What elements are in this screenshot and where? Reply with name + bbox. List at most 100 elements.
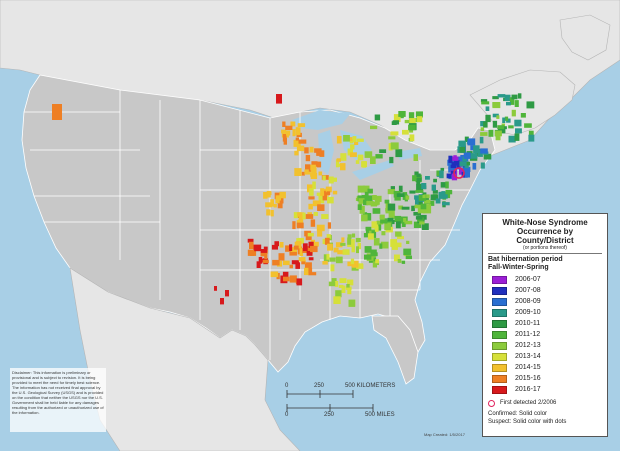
legend-title: White-Nose Syndrome xyxy=(502,218,588,227)
scale-km-250: 250 xyxy=(314,383,325,389)
county-patch xyxy=(264,253,268,260)
county-patch xyxy=(282,121,286,127)
county-patch xyxy=(294,168,302,176)
county-patch xyxy=(347,288,352,295)
county-patch xyxy=(326,253,330,260)
county-patch xyxy=(361,195,369,201)
county-patch xyxy=(387,217,394,222)
county-patch xyxy=(282,271,289,280)
county-patch xyxy=(356,263,364,267)
legend-label: 2014-15 xyxy=(515,364,541,371)
legend-heading: Bat hibernation period xyxy=(488,253,602,264)
county-patch xyxy=(351,246,356,253)
legend-label: 2011-12 xyxy=(515,331,541,338)
county-patch xyxy=(363,233,372,238)
legend-note: (or portions thereof) xyxy=(523,245,567,251)
county-patch xyxy=(295,262,301,269)
county-patch xyxy=(405,255,412,260)
county-patch xyxy=(296,278,303,286)
county-patch xyxy=(337,163,342,167)
county-patch xyxy=(313,212,318,216)
county-patch xyxy=(327,243,333,251)
county-patch xyxy=(379,149,387,153)
county-patch xyxy=(445,181,449,189)
county-patch xyxy=(480,99,488,103)
county-patch xyxy=(398,185,403,193)
county-patch xyxy=(428,200,435,206)
county-patch xyxy=(322,261,328,265)
county-patch xyxy=(388,210,395,218)
legend-row: 2006-07 xyxy=(492,274,602,285)
county-patch xyxy=(318,171,323,176)
county-patch xyxy=(514,100,519,107)
county-patch xyxy=(352,136,357,143)
county-patch xyxy=(398,111,406,117)
legend-swatch xyxy=(492,275,507,284)
legend-row: 2010-11 xyxy=(492,318,602,329)
first-detected-marker xyxy=(453,167,465,179)
county-patch xyxy=(306,250,313,256)
county-patch xyxy=(395,149,403,158)
county-patch xyxy=(304,267,309,276)
lake-erie xyxy=(352,160,394,180)
county-patch xyxy=(335,290,342,298)
county-patch xyxy=(335,256,343,264)
county-patch xyxy=(340,153,347,161)
county-patch xyxy=(291,247,298,256)
county-patch xyxy=(388,136,396,140)
scale-bar: 0 250 500 KILOMETERS 0 250 500 MILES xyxy=(283,383,395,420)
county-patch xyxy=(317,204,325,211)
county-patch xyxy=(517,93,522,99)
county-patch xyxy=(364,246,372,253)
county-patch xyxy=(301,171,305,176)
county-patch xyxy=(515,128,522,134)
county-patch xyxy=(370,125,378,130)
county-patch xyxy=(316,224,325,232)
county-patch xyxy=(413,212,421,216)
county-patch xyxy=(436,170,442,177)
county-patch xyxy=(370,201,377,207)
county-patch xyxy=(439,170,444,179)
legend-first-detected: First detected 2/2006 xyxy=(488,399,602,407)
county-patch xyxy=(401,206,410,210)
county-patch xyxy=(485,114,491,123)
county-patch xyxy=(328,176,334,184)
county-patch xyxy=(340,242,346,246)
county-patch xyxy=(357,204,362,210)
county-patch xyxy=(438,191,445,199)
county-patch xyxy=(380,241,389,249)
county-patch xyxy=(440,167,445,171)
county-patch xyxy=(348,299,356,307)
legend-swatch xyxy=(492,330,507,339)
county-patch xyxy=(305,236,312,241)
county-patch xyxy=(267,191,272,196)
legend-label: 2016-17 xyxy=(515,386,541,393)
county-patch xyxy=(327,196,334,204)
county-patch xyxy=(381,231,386,236)
county-patch xyxy=(402,129,409,135)
legend-row: 2009-10 xyxy=(492,307,602,318)
county-patch xyxy=(220,298,224,305)
county-patch xyxy=(481,101,490,105)
county-patch xyxy=(225,290,229,297)
county-patch xyxy=(384,199,390,204)
county-patch xyxy=(451,173,458,181)
ring-icon xyxy=(488,399,495,407)
county-patch xyxy=(488,129,494,137)
county-patch xyxy=(260,249,268,253)
county-patch xyxy=(415,189,424,193)
legend-label: 2012-13 xyxy=(515,342,541,349)
county-patch xyxy=(391,215,396,219)
county-patch xyxy=(417,177,422,182)
county-patch xyxy=(298,139,307,144)
county-patch xyxy=(374,226,379,232)
county-patch xyxy=(417,116,423,123)
county-patch xyxy=(397,236,404,240)
county-patch xyxy=(393,114,401,122)
county-patch xyxy=(495,136,501,141)
county-patch xyxy=(272,259,280,266)
county-patch xyxy=(397,259,402,263)
scale-km-0: 0 xyxy=(285,383,289,389)
county-patch xyxy=(379,243,383,249)
county-patch xyxy=(413,154,418,161)
